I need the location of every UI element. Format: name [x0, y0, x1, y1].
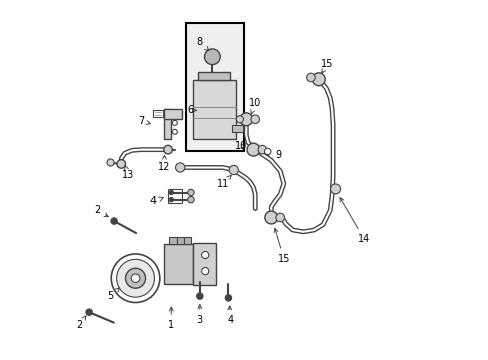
Circle shape: [236, 116, 243, 123]
Circle shape: [306, 73, 315, 82]
Bar: [153, 110, 163, 117]
Text: 4: 4: [227, 306, 233, 325]
Circle shape: [86, 309, 92, 315]
Text: 15: 15: [274, 228, 289, 264]
Circle shape: [201, 267, 208, 275]
Circle shape: [275, 213, 284, 222]
Text: 10: 10: [248, 98, 261, 114]
Bar: [183, 237, 190, 244]
Circle shape: [116, 259, 154, 297]
Bar: [231, 125, 242, 132]
Text: 4: 4: [149, 197, 163, 206]
Bar: [164, 244, 192, 284]
Circle shape: [258, 145, 266, 154]
Circle shape: [107, 159, 114, 166]
Circle shape: [163, 145, 172, 154]
Bar: [164, 109, 171, 139]
Text: 2: 2: [76, 316, 86, 330]
Circle shape: [250, 115, 259, 123]
Circle shape: [169, 190, 173, 195]
Circle shape: [196, 293, 203, 299]
Circle shape: [229, 165, 238, 175]
Circle shape: [117, 159, 125, 168]
Circle shape: [204, 49, 220, 64]
Circle shape: [169, 198, 173, 202]
Bar: [192, 80, 235, 139]
Text: 12: 12: [158, 156, 170, 172]
Circle shape: [187, 189, 194, 196]
Circle shape: [240, 113, 252, 126]
Circle shape: [264, 211, 277, 224]
Circle shape: [330, 184, 340, 194]
Text: 3: 3: [196, 305, 203, 325]
Text: 10: 10: [234, 141, 246, 151]
Text: 9: 9: [265, 150, 281, 160]
Circle shape: [312, 73, 325, 86]
Circle shape: [246, 143, 259, 156]
Text: 14: 14: [339, 198, 369, 244]
Text: 5: 5: [107, 288, 119, 301]
Circle shape: [111, 254, 160, 302]
Bar: [198, 72, 230, 80]
Circle shape: [131, 274, 140, 283]
Text: 13: 13: [122, 166, 134, 180]
Circle shape: [172, 120, 177, 125]
Text: 2: 2: [94, 205, 108, 217]
Text: 15: 15: [321, 59, 333, 73]
Text: 8: 8: [196, 37, 208, 51]
Bar: [164, 109, 182, 119]
Circle shape: [125, 268, 145, 288]
Text: 7: 7: [138, 116, 150, 126]
Text: 6: 6: [187, 105, 196, 115]
Circle shape: [172, 129, 177, 134]
Bar: [167, 189, 182, 203]
Circle shape: [225, 295, 231, 301]
Text: 1: 1: [168, 307, 174, 330]
Circle shape: [187, 197, 194, 203]
Bar: [176, 237, 183, 244]
Circle shape: [264, 148, 270, 155]
Bar: [185, 23, 244, 152]
Text: 11: 11: [217, 175, 231, 189]
Bar: [192, 243, 216, 285]
Bar: [169, 237, 176, 244]
Circle shape: [111, 218, 117, 224]
Circle shape: [175, 163, 184, 172]
Circle shape: [201, 251, 208, 258]
